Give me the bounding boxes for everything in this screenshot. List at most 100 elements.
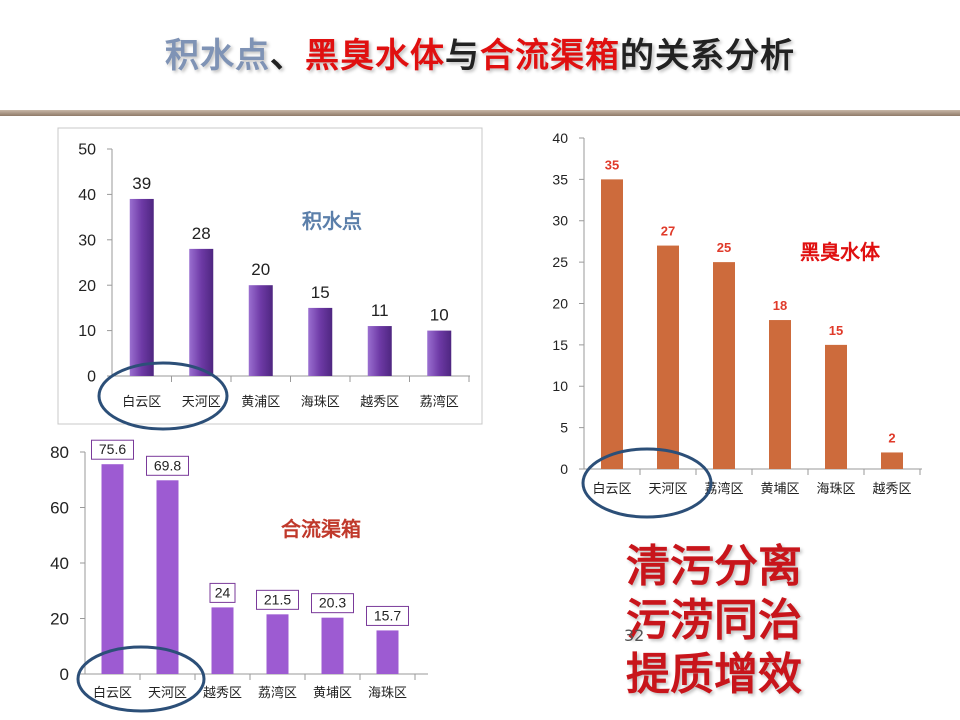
chart-heichou-y-tick-label: 10: [552, 378, 568, 394]
chart-heliuqux-value-box: [311, 593, 354, 614]
chart-heichou-category-label: 荔湾区: [704, 481, 743, 497]
chart-heliuqux-value-box: [366, 605, 409, 626]
slogan: 清污分离 污涝同治 提质增效: [626, 540, 846, 702]
chart-jishuidian-bar: [248, 285, 273, 376]
chart-jishuidian-frame: [57, 127, 483, 425]
chart-heliuqux-value-label: 24: [215, 584, 231, 600]
chart-heichou-y-tick-label: 25: [552, 254, 568, 270]
chart-heichou-category-label: 白云区: [592, 481, 631, 497]
chart-jishuidian-category-label: 天河区: [182, 395, 221, 410]
chart-heichou-bar: [769, 320, 791, 469]
chart-jishuidian-value-label: 11: [371, 301, 389, 320]
slide-title: 积水点、黑臭水体与合流渠箱的关系分析: [0, 28, 960, 77]
slogan-line-1: 清污分离: [626, 541, 802, 592]
title-part-2: 黑臭水体: [305, 36, 445, 76]
chart-heliuqux-bar: [211, 607, 234, 674]
chart-heichou-y-tick-label: 40: [552, 130, 568, 146]
page-number: 32: [624, 626, 645, 645]
chart-heichou-bar: [657, 245, 679, 469]
title-part-1: 积水点: [165, 36, 270, 76]
chart-heliuqux-highlight-circle: [76, 645, 206, 713]
chart-heliuqux-value-label: 21.5: [264, 591, 291, 607]
chart-jishuidian-bar: [308, 307, 333, 376]
chart-heichou-highlight-circle: [581, 447, 713, 519]
chart-heichou-category-label: 黄埔区: [760, 482, 799, 497]
chart-jishuidian-bar: [427, 330, 452, 376]
chart-heichou-y-tick-label: 5: [560, 420, 568, 436]
slogan-line-2: 污涝同治: [626, 595, 802, 646]
chart-heliuqux-bar: [101, 464, 124, 674]
chart-jishuidian-y-tick-label: 40: [78, 187, 96, 204]
chart-heliuqux-category-label: 天河区: [148, 686, 187, 701]
chart-heliuqux-bar: [321, 617, 344, 674]
chart-heliuqux-value-box: [146, 455, 189, 476]
chart-heichou-title: 黑臭水体: [800, 240, 881, 264]
chart-heliuqux-value-box: [209, 582, 236, 603]
chart-jishuidian-y-tick-label: 0: [87, 369, 96, 386]
title-part-3: 合流渠箱: [480, 36, 620, 76]
chart-jishuidian-value-label: 28: [192, 224, 211, 243]
chart-heliuqux-value-label: 69.8: [154, 457, 181, 473]
title-sep-2: 与: [445, 36, 480, 76]
chart-heliuqux-y-tick-label: 80: [50, 443, 69, 462]
chart-heliuqux-category-label: 荔湾区: [258, 685, 297, 701]
chart-heliuqux-value-label: 20.3: [319, 595, 346, 611]
chart-heichou-value-label: 25: [717, 240, 731, 255]
chart-heliuqux-category-label: 海珠区: [368, 686, 407, 701]
chart-heichou-value-label: 15: [829, 323, 843, 338]
chart-heichou-value-label: 2: [888, 430, 895, 445]
chart-heichou-y-tick-label: 0: [560, 461, 568, 477]
chart-jishuidian-category-label: 白云区: [122, 394, 161, 410]
chart-jishuidian-value-label: 10: [430, 306, 449, 325]
chart-heliuqux-category-label: 越秀区: [203, 686, 242, 701]
chart-jishuidian-value-label: 15: [311, 283, 330, 302]
chart-heichou-category-label: 越秀区: [872, 482, 911, 497]
chart-jishuidian-bar: [189, 248, 214, 376]
chart-heliuqux-category-label: 白云区: [93, 685, 132, 701]
chart-heliuqux-y-tick-label: 60: [50, 498, 69, 517]
chart-jishuidian-y-tick-label: 50: [78, 142, 96, 159]
chart-jishuidian-y-tick-label: 10: [78, 323, 96, 340]
chart-heichou-value-label: 18: [773, 298, 787, 313]
chart-heliuqux-bar: [156, 480, 179, 674]
chart-jishuidian-category-label: 越秀区: [360, 395, 399, 410]
chart-heichou-bar: [713, 262, 735, 469]
chart-heichou-bar: [881, 452, 903, 469]
chart-heichou-y-tick-label: 15: [552, 337, 568, 353]
chart-heliuqux-title: 合流渠箱: [281, 517, 361, 541]
chart-heliuqux-category-label: 黄埔区: [313, 686, 352, 701]
chart-heichou-value-label: 27: [661, 224, 675, 239]
chart-heliuqux-bar: [266, 614, 289, 674]
chart-heliuqux-value-label: 75.6: [99, 441, 126, 457]
chart-jishuidian-bar: [367, 326, 392, 376]
title-part-4: 的关系分析: [620, 36, 795, 76]
chart-jishuidian-highlight-circle: [97, 361, 229, 431]
chart-heichou-y-tick-label: 30: [552, 213, 568, 229]
chart-jishuidian-category-label: 海珠区: [301, 395, 340, 410]
chart-jishuidian-value-label: 39: [132, 174, 151, 193]
chart-heichou-bar: [825, 344, 847, 469]
chart-heichou-y-tick-label: 35: [552, 171, 568, 187]
chart-jishuidian-bar: [129, 198, 154, 376]
chart-jishuidian-category-label: 黄浦区: [241, 395, 280, 410]
chart-heliuqux-y-tick-label: 0: [60, 665, 69, 684]
chart-heliuqux-y-tick-label: 20: [50, 609, 69, 628]
title-sep-1: 、: [270, 36, 305, 76]
chart-jishuidian-y-tick-label: 20: [78, 278, 96, 295]
chart-jishuidian-title: 积水点: [302, 209, 362, 233]
slogan-line-3: 提质增效: [626, 649, 802, 700]
title-divider: [0, 110, 960, 116]
chart-jishuidian-value-label: 20: [251, 260, 270, 279]
chart-heichou-value-label: 35: [605, 157, 619, 172]
chart-heliuqux-value-box: [256, 589, 299, 610]
chart-heliuqux-bar: [376, 630, 399, 674]
chart-heichou-category-label: 天河区: [648, 482, 687, 497]
chart-heliuqux-value-label: 15.7: [374, 607, 401, 623]
chart-heliuqux-y-tick-label: 40: [50, 554, 69, 573]
chart-jishuidian-y-tick-label: 30: [78, 232, 96, 249]
chart-heichou-bar: [601, 179, 623, 469]
chart-heichou-y-tick-label: 20: [552, 295, 568, 311]
chart-heichou-category-label: 海珠区: [816, 482, 855, 497]
chart-jishuidian-category-label: 荔湾区: [420, 394, 459, 410]
